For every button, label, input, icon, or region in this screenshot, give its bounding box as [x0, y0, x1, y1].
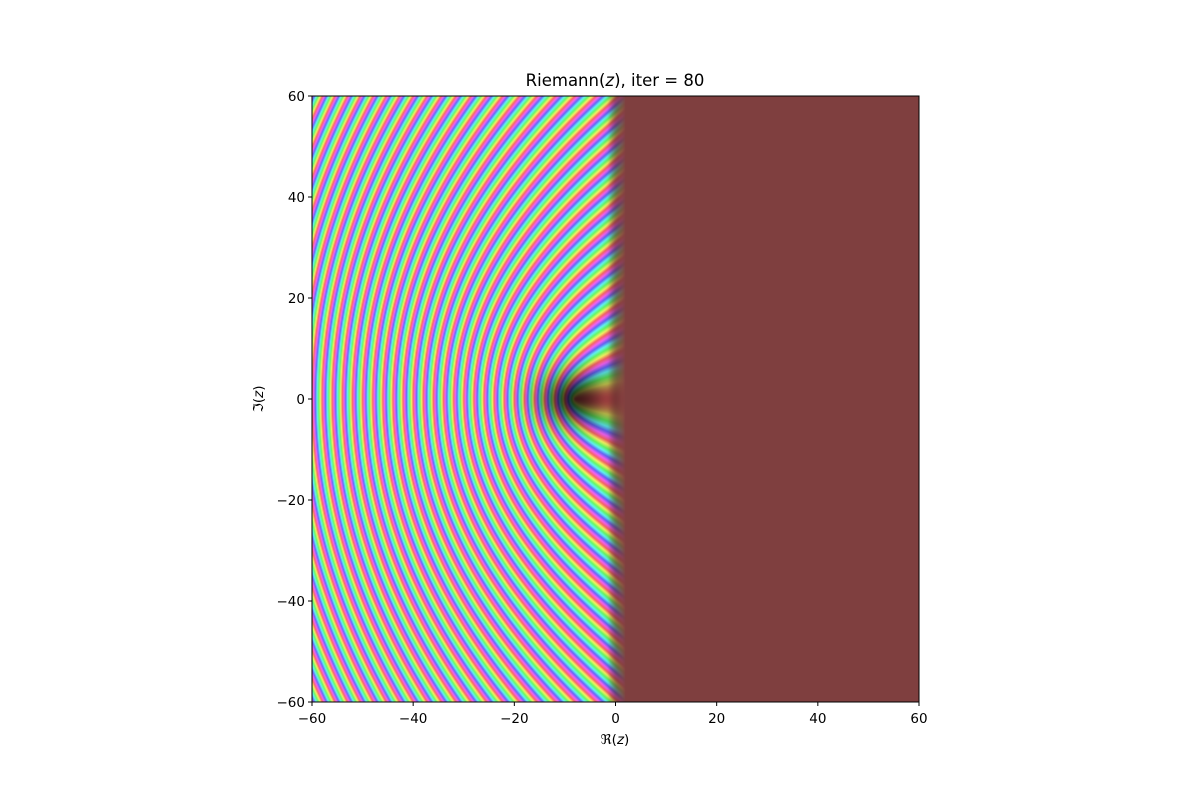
- x-axis-label: ℜ(z): [601, 732, 630, 748]
- x-tick-label: 0: [611, 711, 620, 727]
- domain-coloring-image: [312, 96, 919, 702]
- y-tick-label: 0: [296, 392, 305, 408]
- x-tick-label: 40: [809, 711, 826, 727]
- x-axis: −60 −40 −20 0 20 40 60: [298, 702, 928, 727]
- y-tick-label: −60: [277, 695, 306, 711]
- y-tick-label: 40: [288, 190, 305, 206]
- plot-frame: [311, 95, 920, 703]
- x-tick-label: −20: [500, 711, 529, 727]
- x-tick-label: −60: [298, 711, 327, 727]
- y-axis-label: ℑ(z): [251, 385, 267, 412]
- y-tick-label: 20: [288, 291, 305, 307]
- y-tick-label: 60: [288, 89, 305, 105]
- y-tick-label: −20: [277, 493, 306, 509]
- x-tick-label: 60: [910, 711, 927, 727]
- x-tick-label: −40: [399, 711, 428, 727]
- y-tick-label: −40: [277, 594, 306, 610]
- chart-title: Riemann(z), iter = 80: [526, 71, 705, 90]
- x-tick-label: 20: [708, 711, 725, 727]
- y-axis: −60 −40 −20 0 20 40 60: [277, 89, 312, 711]
